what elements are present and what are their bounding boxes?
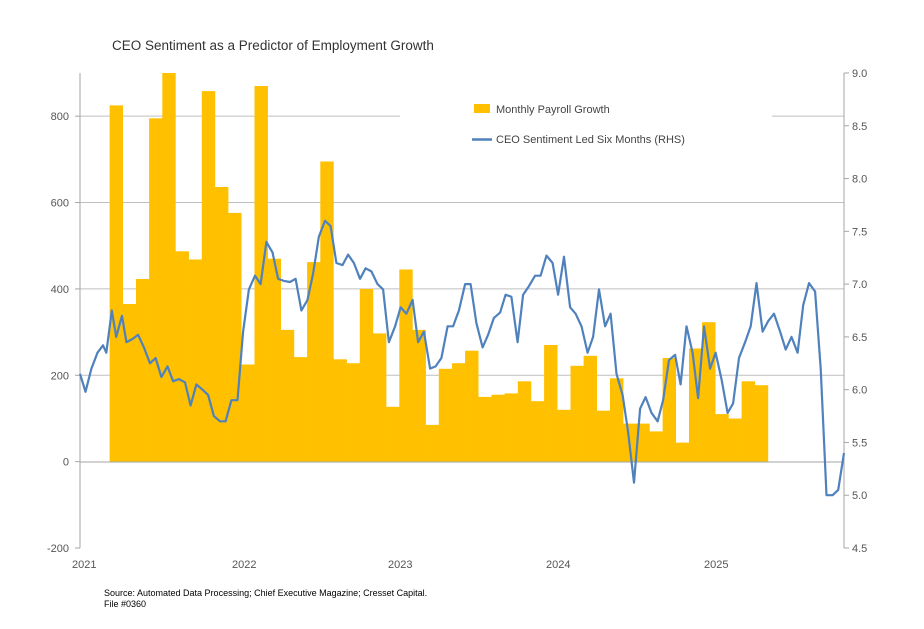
bar [228,212,242,462]
y-right-tick-label: 7.0 [852,279,867,291]
bar [109,105,123,463]
bar [478,396,492,462]
bar [425,424,439,462]
y-right-tick-label: 8.0 [852,174,867,186]
bar [649,431,663,462]
y-right-tick-label: 6.5 [852,332,867,344]
bar [662,358,676,462]
legend-label-payroll: Monthly Payroll Growth [496,104,610,116]
bar [399,269,413,462]
y-right-tick-label: 5.0 [852,490,867,502]
bar [544,345,558,462]
bar [452,363,466,462]
bar [465,350,479,462]
y-right-tick-label: 5.5 [852,437,867,449]
bar [320,161,334,462]
x-tick-label: 2022 [232,559,256,571]
bar [412,329,426,462]
bar [557,409,571,462]
bar [675,442,690,462]
bar [610,378,624,462]
y-right-tick-label: 7.5 [852,226,867,238]
bar [346,363,360,462]
y-right-tick-label: 8.5 [852,121,867,133]
y-right-tick-label: 9.0 [852,68,867,80]
bar [136,279,150,462]
bar [294,357,308,462]
x-tick-label: 2024 [546,559,570,571]
bar [636,423,650,462]
bar [741,381,755,462]
bar [491,394,505,462]
bar [438,368,453,462]
bar [702,322,716,462]
x-tick-label: 2023 [388,559,412,571]
tick-labels: -200 0 200 400 600 800 4.5 5.0 5.5 6.0 6.5 7.0 7.5 8.… [47,68,867,571]
y-left-tick-label: 600 [51,198,69,210]
source-note: Source: Automated Data Processing; Chief… [104,588,427,610]
bar [307,262,321,462]
bar [728,418,742,462]
bar-series-monthly-payroll-growth [109,73,769,463]
chart-title: CEO Sentiment as a Predictor of Employme… [112,38,434,53]
bar [596,410,611,462]
bar [504,393,518,462]
bar [175,251,189,462]
bar [517,381,532,462]
bar [583,355,597,462]
bar [188,259,202,462]
bar [280,329,295,462]
bar [386,406,400,462]
x-tick-label: 2021 [72,559,96,571]
file-reference: File #0360 [104,599,147,609]
y-left-tick-label: 400 [51,284,69,296]
legend-bar-swatch [474,104,490,113]
y-right-tick-label: 4.5 [852,543,867,555]
source-text: Source: Automated Data Processing; Chief… [104,588,428,598]
y-left-tick-label: -200 [47,543,69,555]
bar [215,187,229,462]
bar [241,364,255,462]
y-left-tick-label: 0 [63,457,69,469]
y-left-tick-label: 800 [51,111,69,123]
ceo-sentiment-line [78,219,846,497]
bar [201,91,216,462]
bar [267,258,281,462]
bar [149,118,163,463]
bar [373,333,387,462]
bar [162,73,176,462]
legend-label-ceo-sentiment: CEO Sentiment Led Six Months (RHS) [496,134,685,146]
line-series-ceo-sentiment [78,219,846,497]
x-tick-label: 2025 [704,559,728,571]
y-right-tick-label: 6.0 [852,385,867,397]
bar [531,401,545,462]
bar [359,288,374,462]
axes [75,72,849,549]
y-left-tick-label: 200 [51,370,69,382]
bar [715,414,729,462]
bar [570,365,584,462]
bar [122,304,137,462]
bar [754,385,769,462]
legend: Monthly Payroll Growth CEO Sentiment Led… [472,104,685,146]
bar [333,359,347,462]
